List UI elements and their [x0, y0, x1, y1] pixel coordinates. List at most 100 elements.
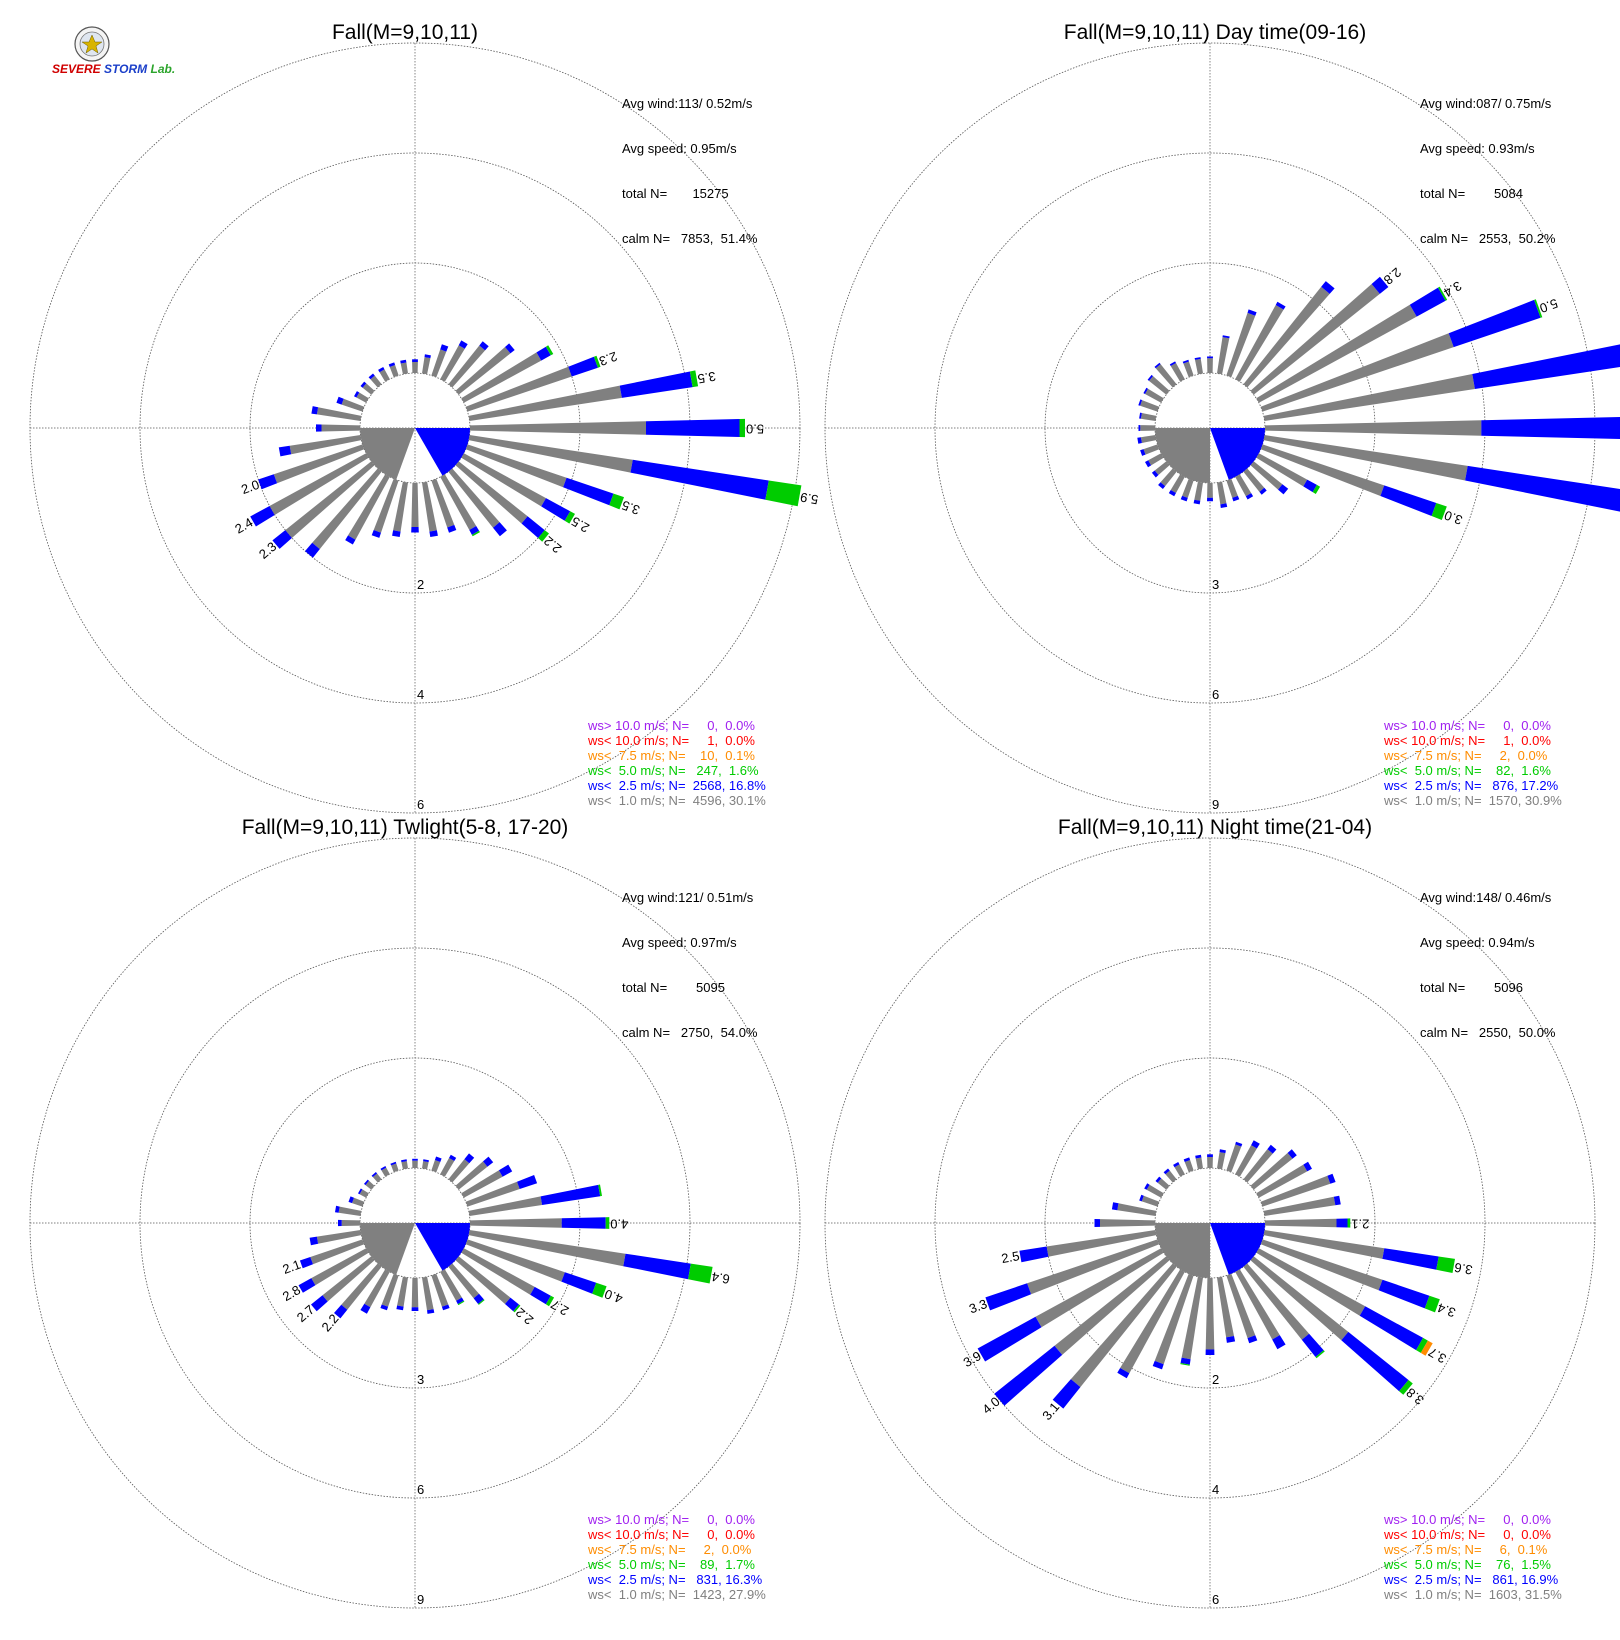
wind-bar-grey — [1260, 333, 1454, 412]
wind-bar-grey — [470, 1218, 562, 1228]
wind-bar-blue — [458, 340, 468, 349]
wind-bar-blue — [464, 1153, 475, 1164]
wind-bar-grey — [341, 1263, 382, 1310]
wind-bar-blue — [309, 1236, 319, 1246]
wind-bar-grey — [1154, 461, 1170, 475]
panel-1-title: Fall(M=9,10,11) — [331, 21, 479, 44]
wind-bar-green — [1431, 503, 1447, 520]
wind-bar-blue — [305, 542, 320, 558]
wind-bar-grey — [1120, 1269, 1185, 1374]
calm-wedge-blue — [415, 428, 470, 476]
wind-bar-blue — [424, 354, 431, 359]
wind-bar-green — [688, 1263, 713, 1284]
wind-bar-grey — [341, 1220, 360, 1226]
wind-bar-blue — [411, 527, 419, 533]
wind-bar-green — [1399, 1380, 1413, 1395]
wind-bar-grey — [422, 1161, 429, 1170]
wind-bar-grey — [431, 478, 455, 528]
wind-bar-grey — [1070, 1263, 1177, 1388]
legend-value: 1423, 27.9% — [689, 1587, 766, 1602]
wind-bar-blue — [1094, 1219, 1100, 1227]
wind-bar-grey — [372, 1173, 382, 1183]
bar-value-label: 3.0 — [1442, 508, 1464, 528]
wind-bar-blue — [1259, 487, 1267, 495]
wind-bar-green — [545, 345, 554, 356]
wind-bar-grey — [422, 1276, 434, 1311]
wind-bar-blue — [401, 1159, 407, 1163]
wind-bar-grey — [1157, 1178, 1170, 1190]
panel-4-legend: ws> 10.0 m/s; N= 0, 0.0% ws< 10.0 m/s; N=… — [1384, 1512, 1562, 1602]
panel-4-stat-avg-wind: Avg wind:148/ 0.46m/s — [1420, 890, 1552, 905]
wind-bar-green — [513, 1304, 521, 1313]
wind-bar-grey — [1195, 358, 1203, 375]
legend-label: ws< 2.5 m/s; N= — [588, 1572, 686, 1587]
wind-bar-grey — [422, 357, 431, 375]
legend-value: 0, 0.0% — [692, 1512, 755, 1527]
panel-3-stat-avg-wind: Avg wind:121/ 0.51m/s — [622, 890, 754, 905]
wind-bar-blue — [1275, 301, 1286, 310]
legend-value: 1603, 31.5% — [1485, 1587, 1562, 1602]
wind-bar-blue — [985, 1283, 1032, 1311]
wind-bar-blue — [561, 1272, 597, 1294]
ring-label: 2 — [1212, 1372, 1219, 1387]
wind-bar-grey — [1250, 1256, 1349, 1341]
legend-value: 831, 16.3% — [689, 1572, 763, 1587]
panel-3-legend: ws> 10.0 m/s; N= 0, 0.0% ws< 10.0 m/s; N=… — [588, 1512, 766, 1602]
wind-bar-blue — [298, 1278, 316, 1293]
wind-bar-grey — [348, 474, 390, 540]
wind-bar-blue — [400, 359, 407, 364]
legend-row: ws> 10.0 m/s; N= 0, 0.0% — [1384, 1512, 1562, 1527]
wind-bar-blue — [412, 359, 418, 362]
wind-bar-blue — [1137, 437, 1142, 444]
bar-value-label: 4.0 — [602, 1286, 624, 1306]
wind-bar-grey — [321, 424, 360, 432]
wind-bar-orange — [1420, 1340, 1433, 1356]
wind-bar-blue — [1173, 1162, 1180, 1168]
wind-bar-blue — [1147, 374, 1153, 381]
legend-label: ws> 10.0 m/s; N= — [1384, 1512, 1486, 1527]
wind-bar-grey — [1054, 1256, 1170, 1355]
wind-bar-blue — [1278, 484, 1289, 495]
wind-bar-grey — [440, 1269, 462, 1301]
wind-bar-blue — [396, 1305, 404, 1311]
ring-label: 6 — [417, 1482, 424, 1497]
legend-label: ws> 10.0 m/s; N= — [588, 718, 690, 733]
wind-bar-blue — [364, 1179, 369, 1186]
wind-bar-grey — [1141, 1195, 1160, 1207]
legend-row: ws< 7.5 m/s; N= 2, 0.0% — [1384, 748, 1562, 763]
wind-bar-green — [609, 493, 624, 510]
calm-wedge-blue — [1210, 428, 1265, 480]
wind-bar-blue — [1380, 485, 1437, 516]
legend-row: ws< 1.0 m/s; N= 1423, 27.9% — [588, 1587, 766, 1602]
panel-2-stat-calm: calm N= 2553, 50.2% — [1420, 231, 1556, 246]
wind-bar-blue — [1222, 335, 1230, 339]
ring-label: 6 — [1212, 687, 1219, 702]
wind-bar-grey — [1243, 1263, 1310, 1340]
wind-bar-grey — [365, 1180, 375, 1190]
legend-value: 2, 0.0% — [1485, 748, 1548, 763]
wind-bar-grey — [269, 453, 369, 515]
wind-bar-green — [1315, 1350, 1325, 1359]
wind-bar-blue — [429, 530, 438, 537]
wind-bar-grey — [362, 383, 375, 395]
logo-text-severe: SEVERE — [52, 62, 101, 76]
wind-bar-blue — [568, 356, 598, 377]
wind-bar-grey — [448, 1159, 470, 1183]
seal-icon — [74, 26, 110, 62]
panel-1-stats: Avg wind:113/ 0.52m/s Avg speed: 0.95m/s… — [622, 66, 758, 261]
wind-bar-grey — [1195, 1157, 1203, 1170]
bar-value-label: 5.9 — [799, 490, 819, 508]
wind-bar-grey — [1207, 358, 1213, 373]
bar-value-label: 2.1 — [280, 1257, 302, 1277]
bar-value-label: 2.5 — [1000, 1248, 1020, 1266]
legend-row: ws< 2.5 m/s; N= 2568, 16.8% — [588, 778, 766, 793]
legend-label: ws< 2.5 m/s; N= — [1384, 778, 1482, 793]
wind-bar-blue — [473, 1293, 484, 1304]
wind-bar-grey — [465, 366, 572, 412]
wind-bar-blue — [1152, 1360, 1164, 1370]
wind-bar-grey — [440, 345, 465, 382]
wind-bar-grey — [412, 362, 418, 373]
wind-bar-blue — [1207, 497, 1213, 502]
wind-bar-grey — [1235, 474, 1252, 497]
